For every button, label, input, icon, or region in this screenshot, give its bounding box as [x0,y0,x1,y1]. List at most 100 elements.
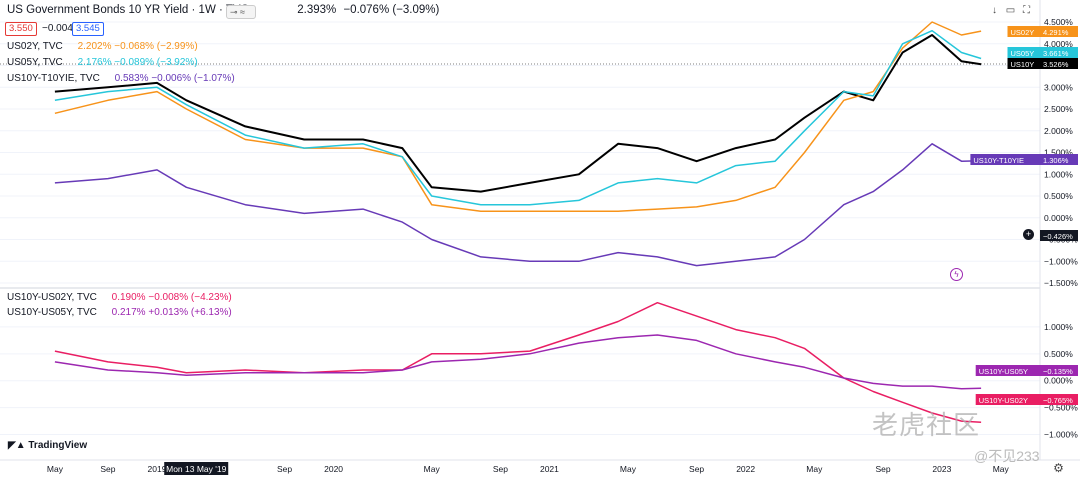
price-tag-value: 3.661% [1043,49,1069,58]
price-tag-value-bg [1040,365,1078,376]
y-tick-label: 3.000% [1044,82,1073,92]
legend-us02y[interactable]: US02Y, TVC 2.202% −0.068% (−2.99%) [7,41,198,52]
legend-us05y[interactable]: US05Y, TVC 2.176% −0.089% (−3.92%) [7,57,198,68]
legend-value: 0.583% [114,73,149,84]
y-tick-label: 0.000% [1044,376,1073,386]
price-tag-label: US05Y [1011,49,1035,58]
series-line-us02y[interactable] [54,21,982,212]
x-tick-label: 2023 [932,464,951,474]
y-tick-label: 1.500% [1044,148,1073,158]
price-tag-label-bg [1007,26,1040,37]
series-line-us10y-us02y[interactable] [54,301,982,423]
price-tag-label-bg [970,154,1040,165]
time-axis[interactable]: May Sep 2019 Mon 13 May '19 Sep 2020 May Sep 202… [47,462,1010,475]
price-tag-label-bg [1007,47,1040,58]
price-tag-label: US10Y-T10YIE [973,156,1024,165]
legend-value: 2.202% [77,41,112,52]
legend-change: −0.006% (−1.07%) [151,73,235,84]
x-tick-label: Sep [875,464,890,474]
legend-name: US10Y-US05Y, TVC [7,307,97,318]
last-value: 2.393% [297,4,337,16]
plus-icon[interactable]: + [1023,229,1034,240]
series-line-us10y-t10yie[interactable] [54,143,982,267]
x-tick-label: 2022 [736,464,755,474]
maximize-icon[interactable]: ▭ [1005,5,1016,16]
watermark: 老虎社区 [872,410,981,440]
price-tag-value-bg [1040,154,1078,165]
legend-value: 2.176% [77,57,112,68]
watermark-handle: @不见233 [974,448,1040,464]
legend-change: −0.089% (−3.92%) [114,57,198,68]
x-tick-label: 2021 [540,464,559,474]
legend-us10y-us05y[interactable]: US10Y-US05Y, TVC 0.217% +0.013% (+6.13%) [7,307,232,318]
x-tick-label: Mon 13 May '19 [166,464,226,474]
grid-lines [0,21,1040,436]
series-line-us10y-us05y[interactable] [54,334,982,390]
y-tick-label: 0.500% [1044,349,1073,359]
legend-name: US05Y, TVC [7,57,63,68]
y-tick-label: 2.500% [1044,104,1073,114]
price-tag-value-bg [1040,394,1078,405]
y-tick-label: 0.500% [1044,191,1073,201]
legend-us10y-t10yie[interactable]: US10Y-T10YIE, TVC 0.583% −0.006% (−1.07%… [7,73,235,84]
spread-value: −0.004 [42,23,73,34]
fullscreen-icon[interactable]: ⛶ [1023,5,1030,16]
x-tick-label: Sep [100,464,115,474]
price-tags: US02Y 4.291% US05Y 3.661% US10Y 3.526% US10Y-T… [970,26,1078,405]
bid-box[interactable]: 3.550 [5,22,37,36]
legend-us10y-us02y[interactable]: US10Y-US02Y, TVC 0.190% −0.008% (−4.23%) [7,292,232,303]
y-tick-label: −1.000% [1044,430,1078,440]
bottom-pane-series [54,301,982,423]
symbol-title[interactable]: US Government Bonds 10 YR Yield · 1W · T… [7,4,249,16]
price-tag-label-bg [975,394,1040,405]
price-tag-value-bg [1040,47,1078,58]
y-tick-label: −0.500% [1044,403,1078,413]
y-tick-label: 4.500% [1044,17,1073,27]
price-tag-value-bg [1040,230,1078,241]
y-tick-label: −1.000% [1044,256,1078,266]
change-value: −0.076% (−3.09%) [343,4,440,16]
x-tick-label: 2020 [324,464,343,474]
tradingview-logo[interactable]: ◤▲ TradingView [8,440,87,451]
price-tag-label-bg [975,365,1040,376]
series-line-us05y[interactable] [54,29,982,206]
legend-change: −0.008% (−4.23%) [148,292,232,303]
x-tick-label: May [993,464,1010,474]
legend-value: 0.190% [111,292,146,303]
x-tick-label: May [424,464,441,474]
price-tag-value-bg [1040,26,1078,37]
price-tag-value: 4.291% [1043,28,1069,37]
price-tag-label: US10Y-US02Y [979,396,1028,405]
legend-name: US10Y-US02Y, TVC [7,292,97,303]
price-tag-value: −0.135% [1043,367,1073,376]
y-tick-label: 1.000% [1044,169,1073,179]
price-tag-label: US10Y [1011,60,1035,69]
crosshair-date-box [164,462,229,475]
x-tick-label: Sep [689,464,704,474]
legend-name: US10Y-T10YIE, TVC [7,73,100,84]
y-tick-label: 1.000% [1044,322,1073,332]
price-tag-value: 1.306% [1043,156,1069,165]
price-tag-value: 3.526% [1043,60,1069,69]
tradingview-logo-icon: ◤▲ [8,440,26,451]
price-tag-value: −0.426% [1043,232,1073,241]
lightning-icon[interactable]: ϟ [950,268,963,281]
ask-box[interactable]: 3.545 [72,22,104,36]
legend-name: US02Y, TVC [7,41,63,52]
x-tick-label: Sep [493,464,508,474]
series-line-us10y[interactable] [54,34,982,193]
legend-change: −0.068% (−2.99%) [114,41,198,52]
legend-change: +0.013% (+6.13%) [148,307,232,318]
download-icon[interactable]: ↓ [992,5,997,16]
x-tick-label: May [806,464,823,474]
settings-gear-icon[interactable]: ⚙ [1053,461,1064,475]
compare-toggle-icon[interactable]: ⊸ ≈ [226,5,256,19]
y-tick-label: 4.000% [1044,39,1073,49]
x-tick-label: 2019 [148,464,167,474]
price-tag-label: US02Y [1011,28,1035,37]
legend-value: 0.217% [111,307,146,318]
header-title: US Government Bonds 10 YR Yield · 1W · T… [7,4,439,16]
x-tick-label: May [620,464,637,474]
price-tag-value-bg [1040,58,1078,69]
